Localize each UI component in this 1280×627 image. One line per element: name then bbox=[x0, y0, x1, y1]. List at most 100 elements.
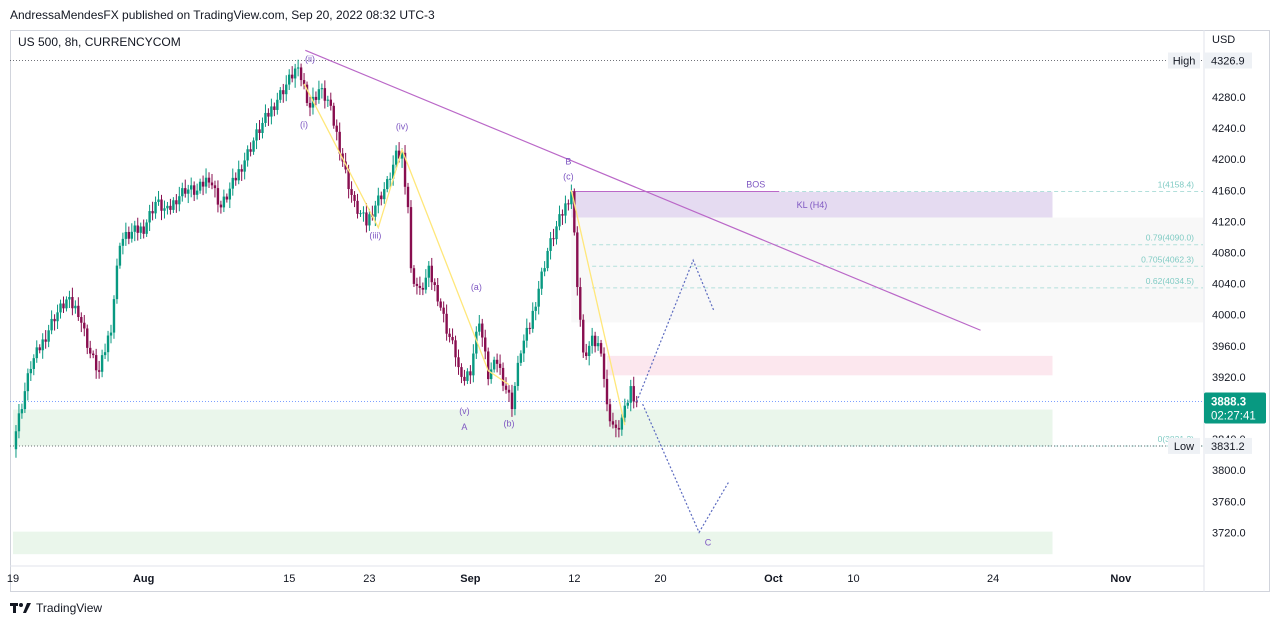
price-axis-tick[interactable]: 4000.0 bbox=[1212, 310, 1246, 322]
candle-body[interactable] bbox=[181, 188, 184, 197]
candle-body[interactable] bbox=[29, 368, 33, 374]
time-axis-tick[interactable]: Oct bbox=[764, 573, 783, 585]
candle-body[interactable] bbox=[362, 212, 365, 214]
candle-body[interactable] bbox=[154, 201, 157, 214]
candle-body[interactable] bbox=[498, 363, 502, 368]
candle-body[interactable] bbox=[124, 231, 128, 239]
price-axis-tick[interactable]: 3720.0 bbox=[1212, 527, 1246, 539]
candle-body[interactable] bbox=[555, 226, 558, 240]
candle-body[interactable] bbox=[522, 340, 526, 354]
candle-body[interactable] bbox=[56, 312, 59, 322]
candle-body[interactable] bbox=[178, 196, 181, 205]
candle-body[interactable] bbox=[409, 207, 413, 269]
price-axis-tick[interactable]: 4080.0 bbox=[1212, 248, 1246, 260]
candle-body[interactable] bbox=[412, 268, 416, 284]
candle-body[interactable] bbox=[614, 424, 618, 428]
candle-body[interactable] bbox=[296, 67, 300, 69]
candle-body[interactable] bbox=[222, 196, 226, 208]
candle-body[interactable] bbox=[421, 287, 425, 290]
candle-body[interactable] bbox=[160, 199, 163, 211]
time-axis-tick[interactable]: 12 bbox=[568, 573, 580, 585]
candle-body[interactable] bbox=[267, 112, 270, 117]
candle-body[interactable] bbox=[487, 351, 490, 380]
price-axis-tick[interactable]: 3760.0 bbox=[1212, 496, 1246, 508]
candle-body[interactable] bbox=[445, 313, 448, 334]
candle-body[interactable] bbox=[252, 140, 255, 152]
footer-brand[interactable]: TradingView bbox=[36, 601, 103, 615]
candle-body[interactable] bbox=[299, 67, 303, 81]
candle-body[interactable] bbox=[276, 99, 279, 110]
candle-body[interactable] bbox=[213, 185, 217, 189]
candle-body[interactable] bbox=[169, 205, 172, 210]
candle-body[interactable] bbox=[558, 214, 561, 227]
candle-body[interactable] bbox=[246, 149, 249, 161]
candle-body[interactable] bbox=[608, 404, 612, 422]
candle-body[interactable] bbox=[282, 90, 285, 95]
candle-body[interactable] bbox=[175, 200, 178, 205]
candle-body[interactable] bbox=[335, 125, 338, 132]
candle-body[interactable] bbox=[635, 401, 638, 403]
candle-body[interactable] bbox=[216, 188, 220, 205]
candle-body[interactable] bbox=[106, 335, 110, 353]
candle-body[interactable] bbox=[448, 333, 451, 337]
candle-body[interactable] bbox=[585, 352, 588, 357]
candle-body[interactable] bbox=[77, 305, 80, 318]
candle-body[interactable] bbox=[457, 357, 460, 368]
candle-body[interactable] bbox=[308, 102, 312, 108]
candle-body[interactable] bbox=[546, 250, 549, 269]
candle-body[interactable] bbox=[314, 96, 318, 100]
candle-body[interactable] bbox=[184, 188, 187, 194]
tradingview-logo-icon[interactable] bbox=[10, 602, 32, 614]
candle-body[interactable] bbox=[320, 88, 324, 90]
candle-body[interactable] bbox=[397, 150, 401, 159]
candle-body[interactable] bbox=[400, 152, 404, 159]
candle-body[interactable] bbox=[35, 347, 38, 359]
candle-body[interactable] bbox=[484, 337, 487, 352]
candle-body[interactable] bbox=[237, 169, 240, 181]
candle-body[interactable] bbox=[386, 179, 389, 190]
price-axis-tick[interactable]: 4160.0 bbox=[1212, 185, 1246, 197]
candle-body[interactable] bbox=[20, 409, 24, 414]
candle-body[interactable] bbox=[127, 231, 131, 239]
candle-body[interactable] bbox=[258, 129, 261, 133]
last-price-tag[interactable] bbox=[1204, 392, 1266, 424]
candle-body[interactable] bbox=[394, 150, 398, 165]
candle-body[interactable] bbox=[157, 199, 160, 202]
candle-body[interactable] bbox=[596, 343, 600, 347]
price-axis-tick[interactable]: 4280.0 bbox=[1212, 92, 1246, 104]
candle-body[interactable] bbox=[231, 177, 234, 189]
candle-body[interactable] bbox=[139, 226, 142, 233]
candle-body[interactable] bbox=[326, 99, 330, 101]
candle-body[interactable] bbox=[540, 271, 543, 289]
candle-body[interactable] bbox=[234, 177, 237, 181]
candle-body[interactable] bbox=[172, 200, 175, 210]
candle-body[interactable] bbox=[50, 318, 53, 331]
candle-body[interactable] bbox=[439, 301, 442, 308]
candle-body[interactable] bbox=[383, 189, 386, 200]
candle-body[interactable] bbox=[442, 307, 445, 314]
candle-body[interactable] bbox=[472, 353, 475, 376]
candle-body[interactable] bbox=[329, 99, 332, 106]
candle-body[interactable] bbox=[293, 68, 297, 79]
candle-body[interactable] bbox=[97, 370, 101, 372]
candle-body[interactable] bbox=[623, 405, 627, 418]
candle-body[interactable] bbox=[481, 323, 484, 338]
candle-body[interactable] bbox=[332, 105, 335, 126]
candle-body[interactable] bbox=[115, 265, 119, 300]
candle-body[interactable] bbox=[41, 339, 44, 351]
candle-body[interactable] bbox=[350, 189, 353, 195]
candle-body[interactable] bbox=[166, 205, 169, 209]
candle-body[interactable] bbox=[406, 186, 410, 208]
candle-body[interactable] bbox=[290, 74, 294, 79]
candle-body[interactable] bbox=[187, 189, 190, 194]
resistance-trendline[interactable] bbox=[305, 49, 981, 331]
candle-body[interactable] bbox=[492, 359, 496, 370]
candle-body[interactable] bbox=[219, 204, 223, 208]
candle-body[interactable] bbox=[561, 214, 564, 216]
candle-body[interactable] bbox=[288, 74, 291, 85]
candle-body[interactable] bbox=[391, 164, 395, 179]
candle-body[interactable] bbox=[433, 282, 436, 285]
candle-body[interactable] bbox=[359, 213, 362, 215]
time-axis-tick[interactable]: Sep bbox=[460, 573, 480, 585]
